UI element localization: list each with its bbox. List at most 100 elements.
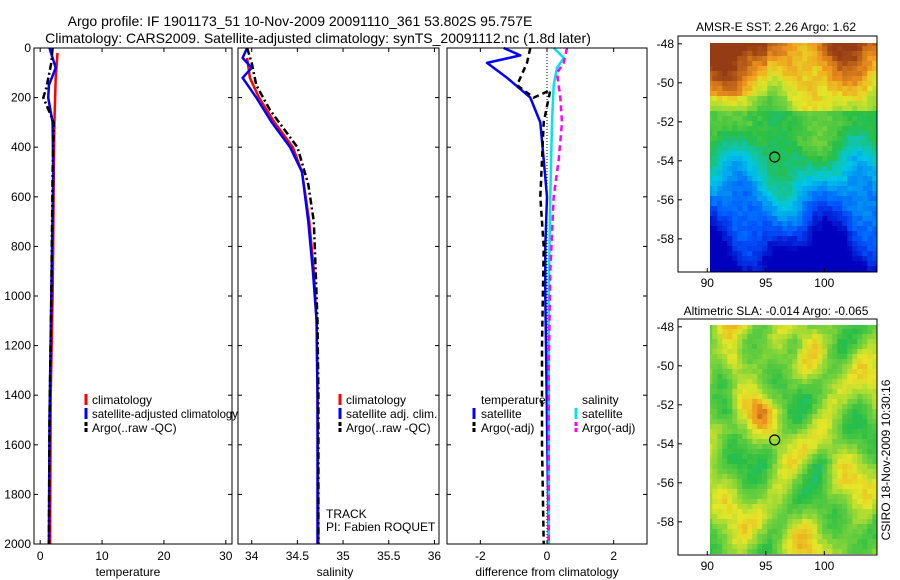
sst-heatmap-cell: [867, 111, 873, 117]
sla-heatmap-cell: [752, 409, 758, 415]
sst-heatmap-cell: [762, 201, 768, 207]
sst-heatmap-cell: [752, 186, 758, 192]
sla-heatmap-cell: [732, 344, 738, 350]
sst-heatmap-cell: [817, 36, 823, 42]
sst-heatmap-cell: [712, 141, 718, 147]
sla-heatmap-cell: [807, 539, 813, 545]
sla-heatmap-cell: [867, 484, 873, 490]
sla-heatmap-cell: [792, 389, 798, 395]
sst-heatmap-cell: [782, 111, 788, 117]
sla-heatmap-cell: [787, 514, 793, 520]
sla-heatmap-cell: [717, 434, 723, 440]
sla-heatmap-cell: [872, 544, 877, 550]
sla-heatmap-cell: [747, 459, 753, 465]
sla-heatmap-cell: [837, 544, 843, 550]
sst-heatmap-cell: [802, 121, 808, 127]
sst-heatmap-cell: [862, 156, 868, 162]
sla-heatmap-cell: [802, 434, 808, 440]
sst-heatmap-cell: [797, 36, 803, 42]
sst-heatmap-cell: [792, 61, 798, 67]
sst-heatmap-cell: [752, 56, 758, 62]
sst-heatmap-cell: [867, 66, 873, 72]
sla-heatmap-cell: [802, 399, 808, 405]
sla-heatmap-cell: [752, 469, 758, 475]
sst-heatmap-cell: [857, 211, 863, 217]
sla-heatmap-cell: [842, 439, 848, 445]
sst-heatmap-cell: [737, 246, 743, 252]
sst-heatmap-cell: [847, 206, 853, 212]
sst-heatmap-cell: [732, 201, 738, 207]
sst-heatmap-cell: [777, 236, 783, 242]
sst-heatmap-cell: [797, 61, 803, 67]
sla-heatmap-cell: [847, 539, 853, 545]
sst-heatmap-cell: [742, 221, 748, 227]
sst-heatmap-cell: [767, 211, 773, 217]
sst-heatmap-cell: [752, 91, 758, 97]
sst-heatmap-cell: [872, 256, 877, 262]
sla-heatmap-cell: [817, 364, 823, 370]
sst-heatmap-cell: [802, 101, 808, 107]
sst-heatmap-cell: [822, 136, 828, 142]
sla-heatmap-cell: [822, 459, 828, 465]
sla-heatmap-cell: [817, 339, 823, 345]
sla-heatmap-cell: [787, 454, 793, 460]
sst-heatmap-cell: [782, 211, 788, 217]
sla-heatmap-cell: [872, 514, 877, 520]
sst-heatmap-cell: [822, 241, 828, 247]
sst-heatmap-cell: [862, 261, 868, 267]
sst-heatmap-cell: [737, 261, 743, 267]
sst-heatmap-cell: [872, 96, 877, 102]
sst-heatmap-cell: [837, 246, 843, 252]
sla-heatmap-cell: [802, 499, 808, 505]
sla-heatmap-cell: [862, 329, 868, 335]
sst-heatmap-cell: [802, 86, 808, 92]
sla-heatmap-cell: [747, 374, 753, 380]
sla-heatmap-cell: [752, 359, 758, 365]
sla-heatmap-cell: [762, 359, 768, 365]
sla-heatmap-cell: [712, 409, 718, 415]
sst-heatmap-cell: [742, 171, 748, 177]
sla-heatmap-cell: [797, 349, 803, 355]
sla-heatmap-cell: [797, 404, 803, 410]
sst-heatmap-cell: [787, 231, 793, 237]
sla-heatmap-cell: [712, 414, 718, 420]
sla-heatmap-cell: [722, 359, 728, 365]
sst-heatmap-cell: [732, 136, 738, 142]
sla-heatmap-cell: [757, 394, 763, 400]
sst-heatmap-cell: [872, 101, 877, 107]
sla-heatmap-cell: [710, 529, 713, 535]
sla-heatmap-cell: [837, 484, 843, 490]
sla-heatmap-cell: [747, 424, 753, 430]
sla-heatmap-cell: [712, 374, 718, 380]
sst-heatmap-cell: [797, 181, 803, 187]
sla-heatmap-cell: [747, 399, 753, 405]
sst-heatmap-cell: [827, 106, 833, 112]
sla-heatmap-cell: [737, 359, 743, 365]
sla-heatmap-cell: [717, 509, 723, 515]
sst-heatmap-cell: [747, 266, 753, 272]
sst-heatmap-cell: [847, 251, 853, 257]
sst-heatmap-cell: [872, 56, 877, 62]
sla-heatmap-cell: [832, 454, 838, 460]
sst-heatmap-cell: [732, 166, 738, 172]
sla-heatmap-cell: [757, 414, 763, 420]
sst-heatmap-cell: [752, 211, 758, 217]
sst-heatmap-cell: [842, 161, 848, 167]
sst-heatmap-cell: [777, 71, 783, 77]
sst-heatmap-cell: [837, 151, 843, 157]
sst-heatmap-cell: [732, 246, 738, 252]
sst-heatmap-cell: [832, 71, 838, 77]
sla-heatmap-cell: [797, 414, 803, 420]
sst-heatmap-cell: [862, 206, 868, 212]
sla-heatmap-cell: [802, 364, 808, 370]
sst-heatmap-cell: [842, 71, 848, 77]
sst-heatmap-cell: [817, 191, 823, 197]
sst-heatmap-cell: [717, 96, 723, 102]
sla-heatmap-cell: [742, 459, 748, 465]
sst-heatmap-cell: [752, 236, 758, 242]
sst-heatmap-cell: [727, 171, 733, 177]
sla-heatmap-cell: [872, 379, 877, 385]
sst-heatmap-cell: [727, 206, 733, 212]
sla-heatmap-cell: [832, 544, 838, 550]
sla-heatmap-cell: [732, 434, 738, 440]
